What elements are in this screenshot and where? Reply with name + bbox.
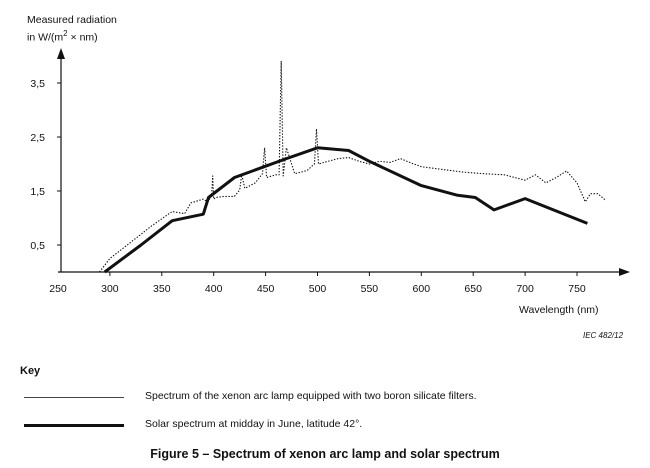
chart-axes [57,48,630,276]
spectrum-chart: 250 300 350 400 450 500 550 600 650 700 750 0,5 1,5 2… [30,48,630,316]
figure-caption: Figure 5 – Spectrum of xenon arc lamp an… [150,447,500,461]
x-axis-arrow [619,268,630,276]
series-solar-spectrum [103,146,588,274]
legend-swatch-thick-line [24,424,124,427]
x-tick-label: 250 [49,283,67,295]
chart-series [99,60,607,274]
x-tick-label: 650 [464,283,482,295]
x-tick-label: 400 [205,283,223,295]
x-tick-label: 500 [309,283,327,295]
y-tick-label: 0,5 [30,240,45,252]
x-tick-label: 600 [413,283,431,295]
x-tick-label: 550 [361,283,379,295]
y-tick-label: 1,5 [30,186,45,198]
legend-label-xenon: Spectrum of the xenon arc lamp equipped … [145,390,477,402]
y-tick-label: 2,5 [30,132,45,144]
figure-reference: IEC 482/12 [583,331,624,340]
y-axis-unit-superscript: 2 [63,29,68,38]
y-axis-label-line1: Measured radiation [27,14,117,26]
y-axis-label: Measured radiation in W/(m2 × nm) [27,14,117,45]
x-tick-label: 700 [516,283,534,295]
legend-swatch-thin-line [24,397,124,398]
series-xenon-arc-lamp [99,60,607,273]
x-tick-label: 350 [153,283,171,295]
y-axis-arrow [57,48,65,59]
x-tick-label: 300 [101,283,119,295]
y-axis-unit-suffix: × nm) [67,31,98,44]
y-tick-label: 3,5 [30,78,45,90]
key-title: Key [20,365,41,377]
y-axis-label-line2: in W/(m2 × nm) [27,27,117,45]
x-tick-label: 750 [568,283,586,295]
x-axis-label: Wavelength (nm) [519,304,599,316]
x-tick-label: 450 [257,283,275,295]
y-axis-unit-prefix: in W/(m [27,31,64,44]
chart-ticks: 250 300 350 400 450 500 550 600 650 700 750 0,5 1,5 2… [30,78,586,295]
legend-label-solar: Solar spectrum at midday in June, latitu… [145,418,363,430]
